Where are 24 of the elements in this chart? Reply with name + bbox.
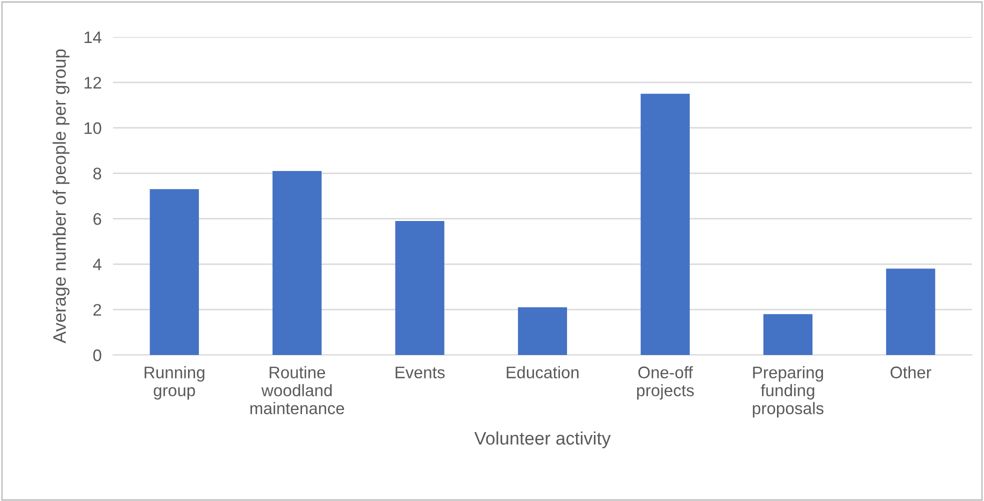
y-tick-label: 6 (93, 213, 102, 225)
y-tick-label: 8 (93, 168, 102, 180)
y-tick-label: 4 (93, 258, 102, 270)
bar (763, 314, 812, 355)
x-axis-title: Volunteer activity (474, 431, 611, 448)
y-axis-title: Average number of people per group (52, 49, 70, 344)
x-tick-label: Other (890, 366, 932, 378)
y-tick-label: 2 (93, 304, 102, 316)
y-tick-label: 14 (84, 32, 102, 44)
x-tick-label: Education (506, 366, 578, 378)
x-tick-label: Preparing funding proposals (752, 366, 824, 418)
bar (640, 94, 690, 355)
y-tick-label: 12 (84, 76, 102, 88)
bar (395, 220, 444, 355)
x-tick-label: Running group (144, 366, 204, 400)
bar (272, 171, 322, 355)
y-tick-label: 10 (84, 122, 102, 134)
bar (886, 268, 936, 355)
x-tick-label: One-off projects (637, 366, 694, 400)
x-tick-label: Routine woodland maintenance (250, 366, 344, 414)
bar (150, 189, 199, 355)
y-tick-label: 0 (93, 349, 102, 362)
bar (518, 307, 568, 355)
x-tick-label: Events (396, 366, 445, 378)
